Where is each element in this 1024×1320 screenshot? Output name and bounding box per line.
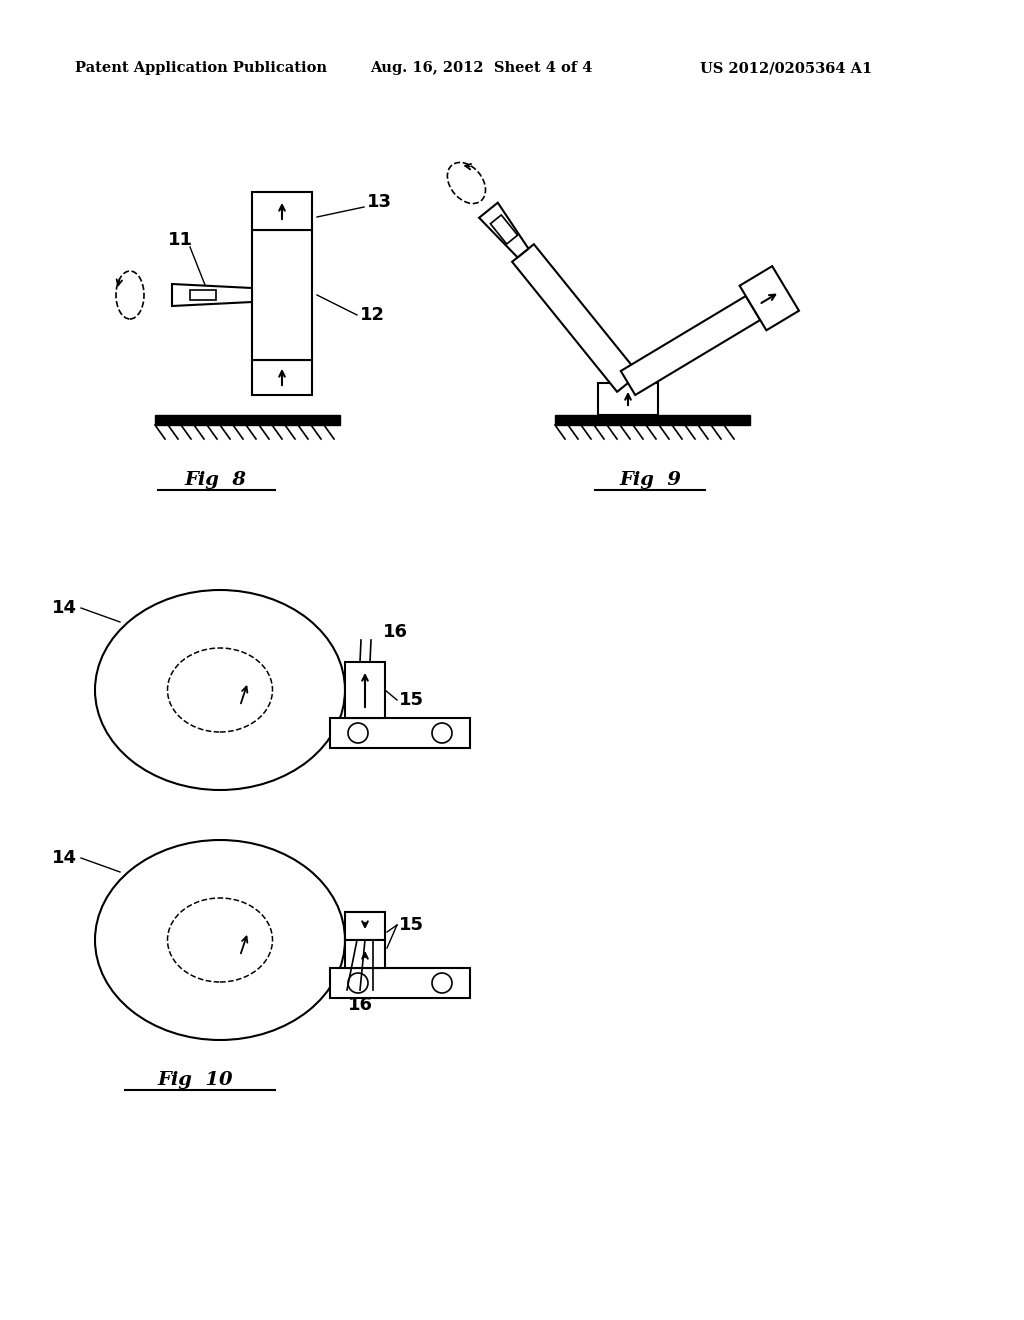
Bar	[598, 383, 658, 414]
Polygon shape	[172, 284, 252, 306]
Circle shape	[432, 973, 452, 993]
Text: 15: 15	[399, 916, 424, 935]
Circle shape	[348, 723, 368, 743]
Text: Fig  8: Fig 8	[184, 471, 246, 488]
Text: US 2012/0205364 A1: US 2012/0205364 A1	[700, 61, 872, 75]
Bar	[252, 230, 312, 360]
Bar	[330, 718, 470, 748]
Polygon shape	[512, 244, 639, 392]
Text: Fig  10: Fig 10	[158, 1071, 232, 1089]
Circle shape	[432, 723, 452, 743]
Circle shape	[348, 973, 368, 993]
Text: Fig  9: Fig 9	[618, 471, 681, 488]
Bar	[190, 290, 216, 300]
Bar	[252, 360, 312, 395]
Bar	[345, 912, 385, 940]
Polygon shape	[479, 203, 528, 257]
Bar	[345, 663, 385, 718]
Bar	[555, 414, 750, 425]
Text: 15: 15	[399, 690, 424, 709]
Text: Aug. 16, 2012  Sheet 4 of 4: Aug. 16, 2012 Sheet 4 of 4	[370, 61, 592, 75]
Text: 14: 14	[52, 849, 77, 867]
Text: 16: 16	[347, 997, 373, 1014]
Bar	[330, 968, 470, 998]
Ellipse shape	[95, 840, 345, 1040]
Ellipse shape	[95, 590, 345, 789]
Text: Patent Application Publication: Patent Application Publication	[75, 61, 327, 75]
Text: 13: 13	[367, 193, 392, 211]
Polygon shape	[621, 296, 760, 395]
Bar	[252, 191, 312, 230]
Text: 11: 11	[168, 231, 193, 249]
Text: 16: 16	[383, 623, 408, 642]
Text: 14: 14	[52, 599, 77, 616]
Polygon shape	[739, 267, 799, 330]
Text: 12: 12	[360, 306, 385, 323]
Bar	[345, 940, 385, 968]
Bar	[155, 414, 340, 425]
